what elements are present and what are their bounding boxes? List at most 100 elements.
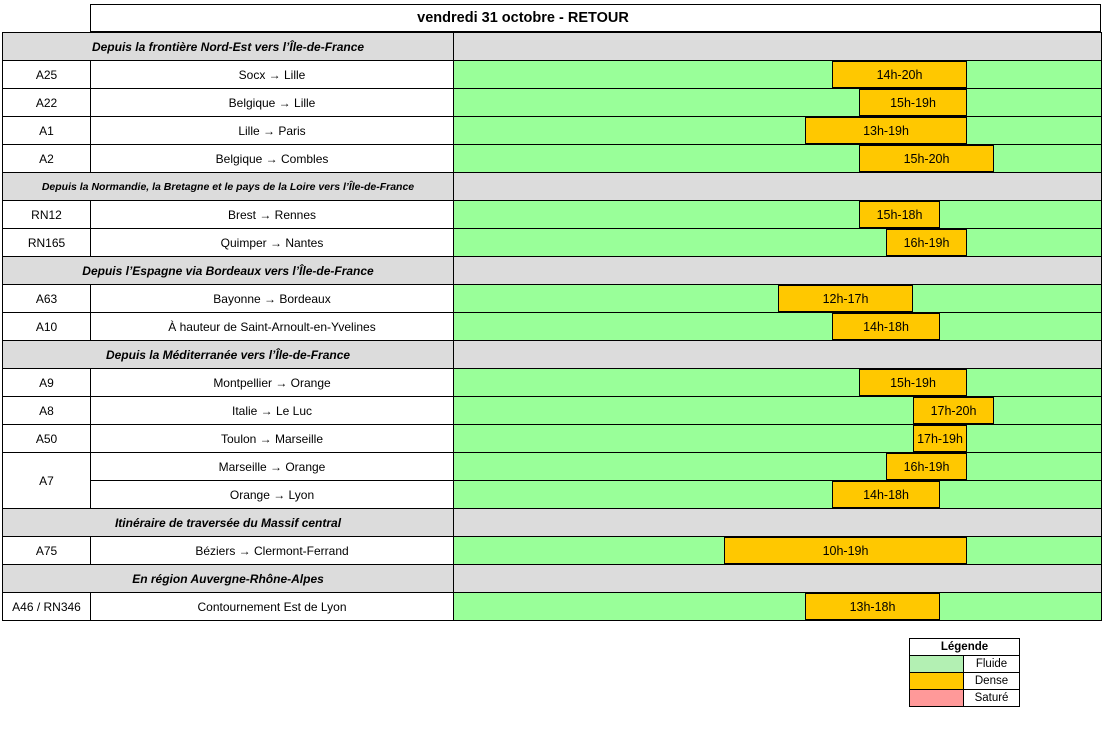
table-row: A2 Belgique → Combles 15h-20h (2, 144, 1103, 173)
timeline-cell: 13h-19h (453, 116, 1103, 145)
timeline-cell: 14h-20h (453, 60, 1103, 89)
route: Quimper → Nantes (89, 228, 455, 257)
dense-traffic-bar: 15h-20h (859, 145, 995, 172)
road-code: A10 (2, 312, 91, 341)
road-code: A25 (2, 60, 91, 89)
legend-header-row: Légende (908, 638, 1021, 656)
timeline-cell: 14h-18h (453, 480, 1103, 509)
section-header-label: Depuis la Méditerranée vers l’Île-de-Fra… (1, 340, 455, 369)
road-code: A22 (2, 88, 91, 117)
legend-label-fluide: Fluide (962, 655, 1021, 673)
dense-traffic-bar: 15h-18h (859, 201, 941, 228)
dense-traffic-bar: 16h-19h (886, 229, 968, 256)
timeline-cell: 15h-19h (453, 88, 1103, 117)
section-header-row: En région Auvergne-Rhône-Alpes (1, 564, 1103, 593)
route: Brest → Rennes (89, 200, 455, 229)
section-header-row: Depuis l’Espagne via Bordeaux vers l’Île… (1, 256, 1103, 285)
table-row: A22 Belgique → Lille 15h-19h (2, 88, 1103, 117)
route: Italie → Le Luc (89, 396, 455, 425)
dense-traffic-bar: 17h-19h (913, 425, 968, 452)
route: Toulon → Marseille (89, 424, 455, 453)
table-row: Orange → Lyon 14h-18h (3, 480, 1103, 509)
route: Belgique → Combles (89, 144, 455, 173)
dense-traffic-bar: 15h-19h (859, 369, 968, 396)
legend-row-dense: Dense (909, 672, 1021, 690)
road-code: A46 / RN346 (2, 592, 91, 621)
table-row: A63 Bayonne → Bordeaux 12h-17h (2, 284, 1103, 313)
road-code: A75 (2, 536, 91, 565)
timeline-cell: 15h-19h (453, 368, 1103, 397)
route: Béziers → Clermont-Ferrand (89, 536, 455, 565)
table-row: A25 Socx → Lille 14h-20h (2, 60, 1103, 89)
timeline-cell: 17h-20h (453, 396, 1103, 425)
dense-traffic-bar: 10h-19h (724, 537, 968, 564)
legend-swatch-sature (909, 689, 964, 707)
timeline-cell: 14h-18h (453, 312, 1103, 341)
dense-traffic-bar: 15h-19h (859, 89, 968, 116)
legend: Légende Fluide Dense Saturé (908, 638, 1021, 707)
section-header-label: Depuis la frontière Nord-Est vers l’Île-… (1, 32, 455, 61)
section-header-timeline (453, 32, 1103, 61)
table-row: A10 À hauteur de Saint-Arnoult-en-Yveline… (2, 312, 1103, 341)
legend-row-sature: Saturé (909, 689, 1021, 707)
dense-traffic-bar: 17h-20h (913, 397, 995, 424)
route: Belgique → Lille (89, 88, 455, 117)
road-code: A9 (2, 368, 91, 397)
legend-row-fluide: Fluide (909, 655, 1021, 673)
table-row: A1 Lille → Paris 13h-19h (2, 116, 1103, 145)
table-row: A9 Montpellier → Orange 15h-19h (2, 368, 1103, 397)
route: Socx → Lille (89, 60, 455, 89)
timeline-cell: 15h-18h (453, 200, 1103, 229)
section-header-timeline (453, 172, 1103, 201)
road-code: A8 (2, 396, 91, 425)
route: Lille → Paris (89, 116, 455, 145)
table-row: A7 Marseille → Orange 16h-19h (2, 452, 1103, 509)
timeline-cell: 13h-18h (453, 592, 1103, 621)
legend-swatch-fluide (909, 655, 964, 673)
section-header-row: Depuis la frontière Nord-Est vers l’Île-… (1, 32, 1103, 61)
section-header-row: Itinéraire de traversée du Massif centra… (1, 508, 1103, 537)
timeline-cell: 16h-19h (453, 228, 1103, 257)
table-row: RN12 Brest → Rennes 15h-18h (2, 200, 1103, 229)
title-bar: vendredi 31 octobre - RETOUR (90, 4, 1101, 32)
road-code: A50 (2, 424, 91, 453)
dense-traffic-bar: 14h-18h (832, 313, 941, 340)
dense-traffic-bar: 16h-19h (886, 453, 968, 480)
timeline-cell: 12h-17h (453, 284, 1103, 313)
legend-swatch-dense (909, 672, 964, 690)
section-header-timeline (453, 508, 1103, 537)
legend-label-dense: Dense (962, 672, 1021, 690)
section-header-label: Depuis l’Espagne via Bordeaux vers l’Île… (1, 256, 455, 285)
section-header-label: Itinéraire de traversée du Massif centra… (1, 508, 455, 537)
table-row: A46 / RN346 Contournement Est de Lyon 13h-… (2, 592, 1103, 621)
section-header-timeline (453, 564, 1103, 593)
timeline-cell: 17h-19h (453, 424, 1103, 453)
table-row: A75 Béziers → Clermont-Ferrand 10h-19h (2, 536, 1103, 565)
road-code: A63 (2, 284, 91, 313)
page-title: vendredi 31 octobre - RETOUR (417, 10, 629, 26)
dense-traffic-bar: 13h-18h (805, 593, 941, 620)
road-code: A7 (2, 452, 91, 509)
legend-label-sature: Saturé (962, 689, 1021, 707)
road-code: RN12 (2, 200, 91, 229)
legend-title: Légende (908, 638, 1021, 656)
route: Montpellier → Orange (89, 368, 455, 397)
table-row: A8 Italie → Le Luc 17h-20h (2, 396, 1103, 425)
timeline-cell: 15h-20h (453, 144, 1103, 173)
traffic-table: Depuis la frontière Nord-Est vers l’Île-… (1, 32, 1103, 621)
dense-traffic-bar: 14h-20h (832, 61, 968, 88)
table-row: A50 Toulon → Marseille 17h-19h (2, 424, 1103, 453)
section-header-timeline (453, 340, 1103, 369)
road-code: A1 (2, 116, 91, 145)
route: À hauteur de Saint-Arnoult-en-Yvelines (89, 312, 455, 341)
section-header-row: Depuis la Méditerranée vers l’Île-de-Fra… (1, 340, 1103, 369)
section-header-row: Depuis la Normandie, la Bretagne et le p… (1, 172, 1103, 201)
timeline-cell: 16h-19h (453, 452, 1103, 481)
dense-traffic-bar: 13h-19h (805, 117, 968, 144)
dense-traffic-bar: 14h-18h (832, 481, 941, 508)
table-row: RN165 Quimper → Nantes 16h-19h (2, 228, 1103, 257)
road-code: RN165 (2, 228, 91, 257)
dense-traffic-bar: 12h-17h (778, 285, 914, 312)
traffic-table-body: Depuis la frontière Nord-Est vers l’Île-… (1, 32, 1103, 621)
